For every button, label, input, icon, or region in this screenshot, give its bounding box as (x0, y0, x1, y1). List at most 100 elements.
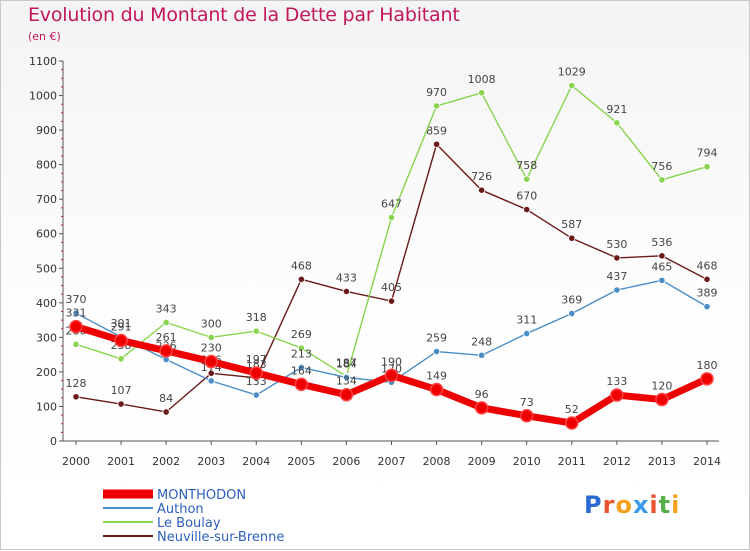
logo-letter: t (658, 491, 672, 519)
series-point (613, 254, 621, 262)
y-tick-label: 500 (36, 262, 57, 275)
series-point (568, 234, 576, 242)
data-label: 758 (516, 159, 537, 172)
series-point (162, 318, 170, 327)
x-tick-label: 2001 (107, 455, 135, 468)
x-tick-label: 2000 (62, 455, 90, 468)
data-label: 190 (381, 355, 402, 368)
data-label: 587 (561, 218, 582, 231)
data-label: 183 (246, 358, 267, 371)
data-label: 389 (697, 287, 718, 300)
series-point (207, 369, 215, 377)
series-point (342, 287, 351, 296)
x-tick-label: 2012 (603, 455, 631, 468)
data-label: 756 (651, 160, 672, 173)
series-point (387, 297, 396, 305)
data-label: 261 (156, 331, 177, 344)
series-point (252, 327, 260, 335)
series-point (703, 303, 711, 311)
series-point (339, 387, 354, 402)
data-label: 96 (475, 388, 489, 401)
series-point (658, 252, 666, 260)
data-label: 405 (381, 281, 402, 294)
x-tick-label: 2008 (423, 455, 451, 468)
series-point (72, 393, 80, 401)
y-tick-label: 200 (36, 366, 57, 379)
series-point (474, 401, 489, 415)
series-point (69, 319, 83, 334)
data-label: 331 (66, 307, 87, 320)
series-point (658, 176, 666, 184)
series-point (252, 391, 260, 399)
data-label: 269 (291, 328, 312, 341)
y-tick-label: 900 (36, 124, 57, 137)
series-point (342, 373, 351, 382)
y-tick-label: 1100 (29, 55, 57, 68)
series-point (249, 366, 264, 380)
x-tick-label: 2003 (197, 455, 225, 468)
data-label: 291 (111, 320, 132, 333)
logo-letter: x (632, 491, 650, 519)
logo-letter: r (602, 491, 616, 519)
series-point (432, 102, 441, 110)
data-label: 1029 (558, 66, 586, 79)
series-point (519, 409, 534, 423)
series-point (568, 81, 576, 90)
data-label: 369 (561, 294, 582, 307)
series-point (432, 140, 441, 148)
data-label: 120 (651, 380, 672, 393)
series-point (72, 309, 80, 317)
logo-letter: i (649, 491, 659, 519)
series-point (523, 205, 531, 214)
data-label: 530 (606, 238, 627, 251)
logo-letter: o (615, 491, 633, 519)
data-label: 128 (66, 377, 87, 390)
data-label: 184 (336, 357, 357, 370)
x-tick-label: 2007 (378, 455, 406, 468)
series-point (297, 275, 305, 283)
series-point (610, 388, 624, 402)
series-point (432, 347, 441, 356)
logo-letter: P (584, 491, 603, 519)
data-label: 343 (156, 303, 177, 316)
data-label: 311 (516, 314, 537, 327)
series-point (297, 363, 305, 372)
y-tick-label: 800 (36, 159, 57, 172)
x-tick-label: 2004 (242, 455, 270, 468)
data-label: 433 (336, 271, 357, 284)
y-tick-label: 400 (36, 297, 57, 310)
data-label: 133 (246, 375, 267, 388)
data-label: 465 (651, 260, 672, 273)
proxiti-logo: Proxiti (584, 491, 680, 519)
series-point (613, 286, 621, 294)
data-label: 73 (520, 396, 534, 409)
x-tick-label: 2005 (287, 455, 315, 468)
series-point (384, 368, 399, 383)
x-tick-label: 2011 (558, 455, 586, 468)
series-point (565, 416, 579, 430)
data-label: 84 (159, 392, 173, 405)
data-label: 213 (291, 347, 312, 360)
series-point (387, 213, 396, 222)
data-label: 301 (111, 317, 132, 330)
data-label: 859 (426, 124, 447, 137)
data-label: 370 (66, 293, 87, 306)
series-point (703, 275, 711, 283)
data-label: 970 (426, 86, 447, 99)
data-label: 647 (381, 197, 402, 210)
data-label: 468 (697, 259, 718, 272)
data-label: 468 (291, 259, 312, 272)
series-point (478, 89, 486, 97)
data-label: 794 (697, 147, 718, 160)
data-label: 187 (336, 356, 357, 369)
x-tick-label: 2002 (152, 455, 180, 468)
series-point (478, 351, 486, 359)
logo-letter: i (671, 491, 681, 519)
data-label: 248 (471, 335, 492, 348)
x-tick-label: 2006 (332, 455, 360, 468)
legend-label: Le Boulay (157, 516, 221, 531)
legend-label: Neuville-sur-Brenne (157, 530, 284, 545)
y-tick-label: 600 (36, 228, 57, 241)
series-point (207, 333, 215, 341)
chart-title: Evolution du Montant de la Dette par Hab… (28, 4, 460, 26)
